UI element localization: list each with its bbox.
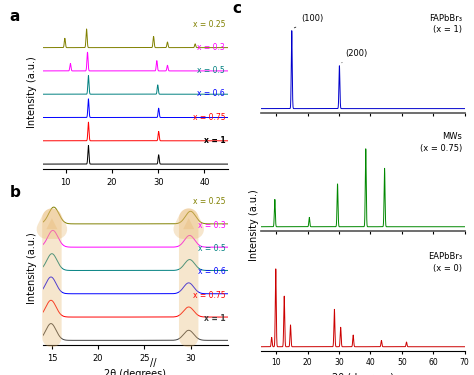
Text: Intensity (a.u.): Intensity (a.u.) xyxy=(249,189,259,261)
Text: x = 0.3: x = 0.3 xyxy=(198,43,225,52)
Y-axis label: Intensity (a.u.): Intensity (a.u.) xyxy=(27,56,37,128)
Text: x = 1: x = 1 xyxy=(204,314,226,323)
Text: x = 1: x = 1 xyxy=(204,136,225,145)
Text: (100): (100) xyxy=(294,14,323,28)
Text: EAPbBr₃
(x = 0): EAPbBr₃ (x = 0) xyxy=(428,252,463,273)
Text: x = 0.6: x = 0.6 xyxy=(198,89,225,98)
Text: //: // xyxy=(150,358,156,368)
Y-axis label: Intensity (a.u.): Intensity (a.u.) xyxy=(27,232,37,304)
Text: x = 0.25: x = 0.25 xyxy=(193,197,226,206)
Text: x = 0.6: x = 0.6 xyxy=(198,267,226,276)
Text: x = 0.25: x = 0.25 xyxy=(193,20,225,28)
Text: x = 0.75: x = 0.75 xyxy=(193,291,226,300)
Text: c: c xyxy=(232,1,241,16)
Text: x = 0.5: x = 0.5 xyxy=(198,66,225,75)
Text: x = 0.5: x = 0.5 xyxy=(198,244,226,253)
X-axis label: 2θ (degrees): 2θ (degrees) xyxy=(332,373,393,375)
Text: x = 0.75: x = 0.75 xyxy=(192,113,225,122)
Text: b: b xyxy=(9,185,20,200)
X-axis label: 2θ (degrees): 2θ (degrees) xyxy=(104,369,166,375)
Text: (200): (200) xyxy=(342,50,368,63)
Text: a: a xyxy=(9,9,20,24)
Text: MWs
(x = 0.75): MWs (x = 0.75) xyxy=(420,132,463,153)
Text: FAPbBr₃
(x = 1): FAPbBr₃ (x = 1) xyxy=(429,14,463,34)
X-axis label: 2θ (degrees): 2θ (degrees) xyxy=(104,192,166,202)
Text: x = 0.3: x = 0.3 xyxy=(198,220,226,230)
